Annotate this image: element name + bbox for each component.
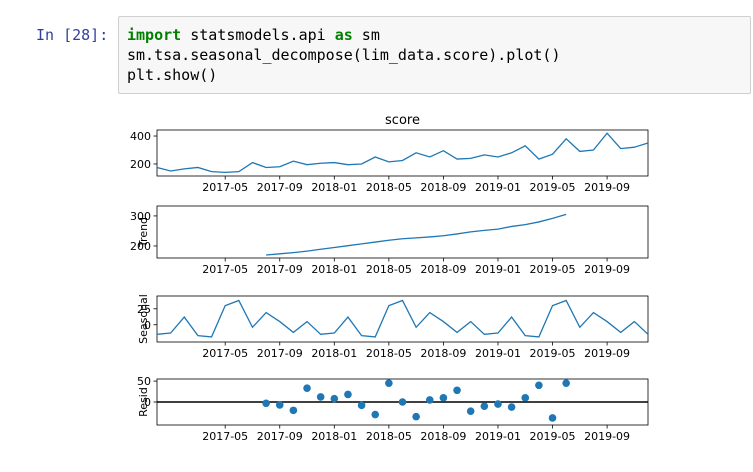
x-tick-label: 2017-05 [202, 430, 248, 443]
decompose-figure: score 200 400 2017-05 2017-09 2018-01 2018-05 2… [130, 113, 649, 443]
resid-point [262, 399, 270, 408]
y-axis-label: Trend [137, 217, 150, 248]
x-tick-label: 2019-05 [530, 181, 576, 194]
y-tick-label: 300 [130, 210, 151, 223]
x-tick-label: 2019-01 [475, 263, 521, 276]
y-tick-label: 50 [137, 375, 151, 388]
resid-point [453, 386, 461, 395]
x-tick-label: 2018-01 [311, 347, 357, 360]
x-tick-label: 2019-01 [475, 347, 521, 360]
code-cell[interactable]: import statsmodels.api as sm sm.tsa.seaso… [118, 16, 751, 94]
resid-point [466, 407, 475, 416]
x-tick-label: 2017-09 [257, 181, 303, 194]
resid-point [357, 401, 366, 410]
resid-point [412, 412, 420, 421]
x-tick-label: 2018-05 [366, 430, 412, 443]
x-tick-label: 2019-09 [584, 263, 630, 276]
code-token: plt.show() [127, 66, 218, 84]
x-tick-label: 2018-01 [311, 430, 357, 443]
plot-frame [156, 129, 649, 177]
x-tick-label: 2018-09 [420, 181, 466, 194]
resid-point [289, 406, 298, 415]
x-tick-label: 2017-09 [257, 430, 303, 443]
chart-title: score [385, 113, 420, 128]
resid-point [385, 379, 393, 387]
x-tick-label: 2018-05 [366, 181, 412, 194]
resid-point [548, 414, 557, 422]
code-token: as [334, 26, 353, 44]
resid-point [316, 393, 325, 401]
x-tick-label: 2018-09 [420, 347, 466, 360]
resid-point [275, 401, 284, 409]
series-line [266, 213, 567, 256]
resid-point [521, 394, 530, 402]
x-tick-label: 2017-05 [202, 181, 248, 194]
code-token: statsmodels.api [181, 26, 335, 44]
x-tick-label: 2018-09 [420, 430, 466, 443]
x-tick-label: 2017-05 [202, 263, 248, 276]
x-tick-label: 2018-01 [311, 181, 357, 194]
x-tick-label: 2018-05 [366, 263, 412, 276]
code-line: sm.tsa.seasonal_decompose(lim_data.score… [127, 45, 742, 65]
code-token: import [127, 26, 182, 44]
resid-point [535, 381, 543, 390]
y-tick-label: 400 [130, 130, 151, 143]
resid-point [439, 394, 448, 402]
resid-point [494, 400, 502, 408]
y-tick-label: 25 [137, 303, 151, 316]
code-token: sm.tsa.seasonal_decompose(lim_data.score… [127, 46, 561, 64]
cell-prompt: In [28]: [36, 26, 109, 44]
resid-point [507, 403, 516, 411]
x-tick-label: 2019-05 [530, 430, 576, 443]
x-tick-label: 2019-09 [584, 181, 630, 194]
x-tick-label: 2017-09 [257, 263, 303, 276]
resid-point [480, 402, 489, 410]
x-tick-label: 2018-05 [366, 347, 412, 360]
y-tick-label: 200 [130, 158, 151, 171]
resid-point [371, 410, 380, 419]
x-tick-label: 2017-05 [202, 347, 248, 360]
code-line: plt.show() [127, 65, 742, 85]
y-tick-label: 200 [130, 240, 151, 253]
x-tick-label: 2019-05 [530, 347, 576, 360]
x-tick-label: 2017-09 [257, 347, 303, 360]
x-tick-label: 2018-01 [311, 263, 357, 276]
series-line [156, 299, 649, 338]
x-tick-label: 2019-05 [530, 263, 576, 276]
x-tick-label: 2018-09 [420, 263, 466, 276]
resid-point [344, 390, 352, 399]
resid-point [398, 398, 407, 406]
resid-point [425, 396, 434, 404]
x-tick-label: 2019-01 [475, 181, 521, 194]
resid-point [562, 379, 570, 387]
y-axis-label: Resid [137, 387, 150, 417]
y-tick-label: 0 [144, 319, 151, 332]
y-axis-label: Seasonal [137, 294, 150, 344]
y-tick-label: 0 [144, 396, 151, 409]
resid-point [330, 394, 339, 403]
x-tick-label: 2019-09 [584, 347, 630, 360]
plot-frame [156, 205, 649, 259]
plot-frame [156, 295, 649, 343]
x-tick-label: 2019-01 [475, 430, 521, 443]
series-line [156, 132, 649, 174]
code-token: sm [352, 26, 380, 44]
code-line: import statsmodels.api as sm [127, 25, 742, 45]
x-tick-label: 2019-09 [584, 430, 630, 443]
resid-point [303, 384, 311, 393]
